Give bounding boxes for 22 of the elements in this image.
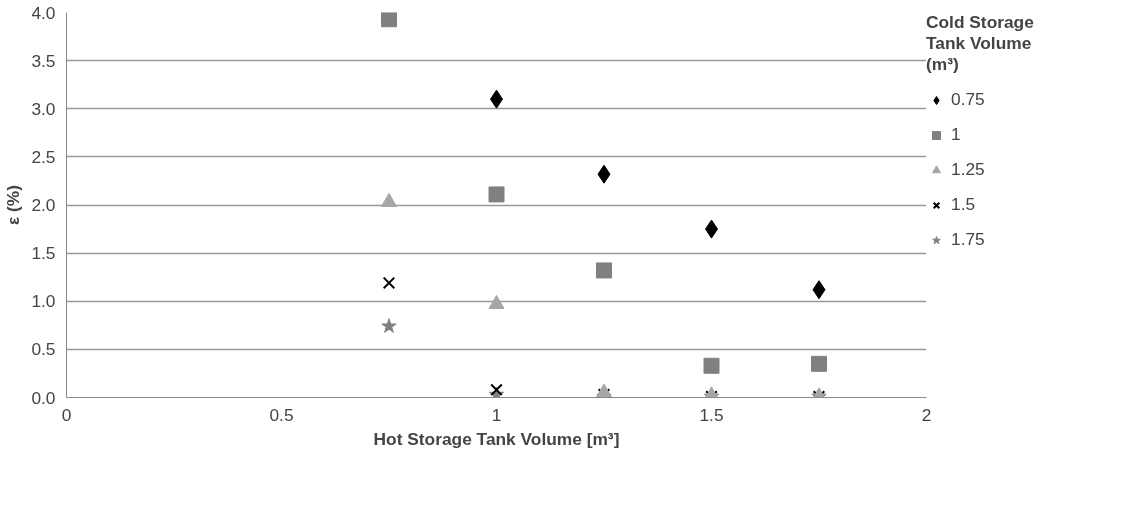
y-tick-label: 3.0 [31, 98, 56, 119]
legend-label: 1.25 [951, 159, 985, 180]
y-tick-label: 2.0 [31, 195, 56, 215]
x-axis-title: Hot Storage Tank Volume [m³] [373, 428, 620, 449]
legend-label: 1 [951, 124, 962, 145]
y-tick-label: 3.5 [31, 50, 56, 71]
legend-label: 0.75 [951, 89, 985, 110]
y-tick-label: 4.0 [31, 2, 56, 23]
y-tick-label: 1.0 [31, 291, 56, 312]
y-axis-title: ε (%) [3, 184, 24, 225]
x-tick-label: 0 [61, 404, 72, 425]
y-tick-label: 1.5 [31, 243, 56, 264]
legend-label: 1.75 [951, 229, 985, 250]
x-tick-label: 0.5 [269, 404, 294, 425]
y-tick-label: 0.5 [31, 339, 56, 360]
legend-label: 1.5 [951, 194, 976, 215]
y-tick-label: 2.5 [31, 146, 56, 167]
x-tick-label: 1.5 [699, 404, 724, 425]
y-tick-label: 0.0 [31, 387, 56, 408]
x-tick-label: 2 [921, 404, 932, 425]
legend-title: Cold Storage Tank Volume (m³) [926, 12, 1034, 75]
x-tick-label: 1 [491, 404, 502, 425]
